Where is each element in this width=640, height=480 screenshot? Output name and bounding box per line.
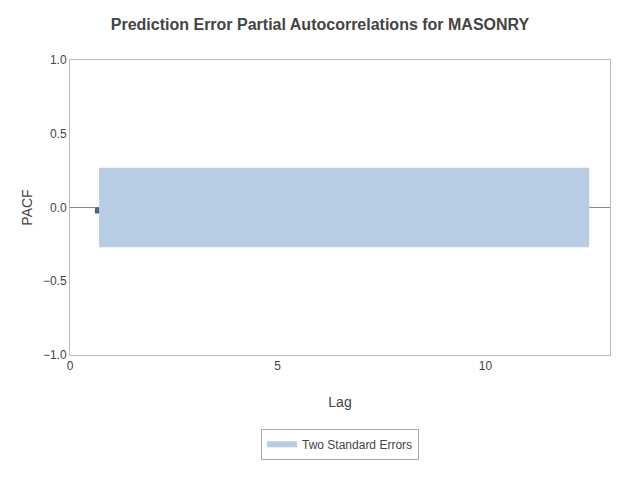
svg-text:0.0: 0.0 (50, 201, 67, 215)
svg-text:Prediction Error Partial Autoc: Prediction Error Partial Autocorrelation… (111, 16, 530, 33)
svg-text:1.0: 1.0 (50, 53, 67, 67)
svg-text:0: 0 (67, 359, 74, 373)
svg-text:10: 10 (479, 359, 493, 373)
svg-text:−0.5: −0.5 (43, 274, 67, 288)
svg-text:Lag: Lag (328, 394, 351, 410)
svg-text:5: 5 (274, 359, 281, 373)
svg-text:0.5: 0.5 (50, 127, 67, 141)
svg-text:PACF: PACF (19, 189, 35, 225)
svg-text:Two Standard Errors: Two Standard Errors (302, 438, 412, 452)
svg-text:−1.0: −1.0 (43, 348, 67, 362)
